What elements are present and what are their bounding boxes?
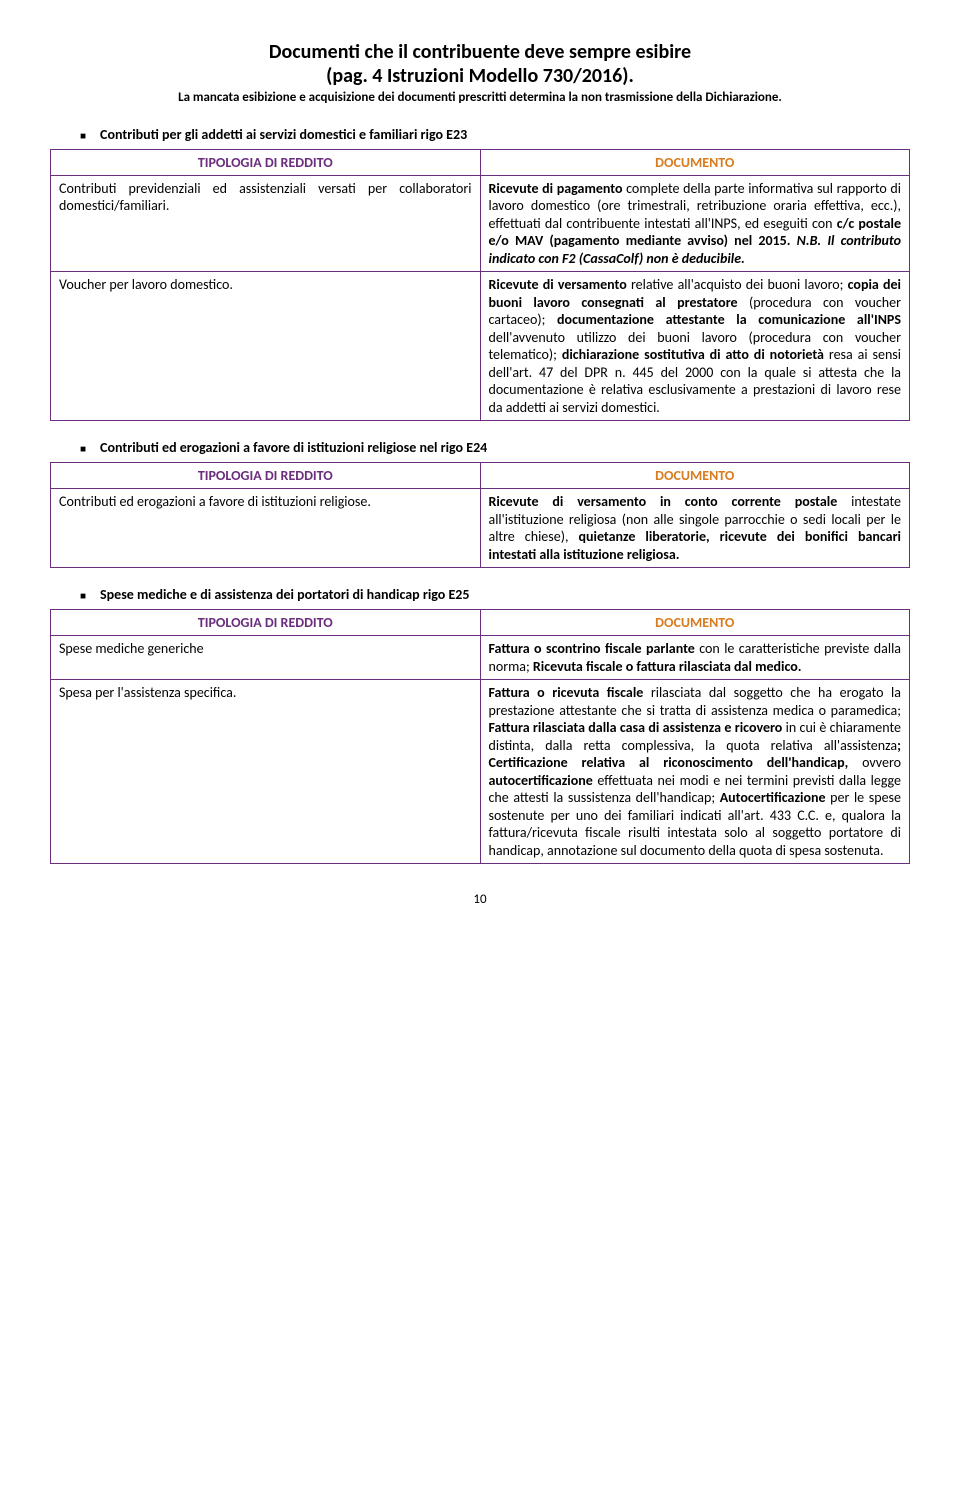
table-row: Spesa per l'assistenza specifica.Fattura… <box>51 680 910 864</box>
cell-documento: Fattura o scontrino fiscale parlante con… <box>480 636 910 680</box>
page-number: 10 <box>50 892 910 907</box>
cell-documento: Ricevute di versamento relative all'acqu… <box>480 272 910 421</box>
cell-tipologia: Spesa per l'assistenza specifica. <box>51 680 481 864</box>
table-row: Contributi ed erogazioni a favore di ist… <box>51 489 910 568</box>
bullet-icon: ■ <box>80 589 86 602</box>
cell-tipologia: Contributi ed erogazioni a favore di ist… <box>51 489 481 568</box>
section-heading: ■ Spese mediche e di assistenza dei porta… <box>80 586 910 603</box>
cell-documento: Fattura o ricevuta fiscale rilasciata da… <box>480 680 910 864</box>
section-title: Spese mediche e di assistenza dei portat… <box>100 586 469 603</box>
header-subtitle: (pag. 4 Istruzioni Modello 730/2016). <box>50 64 910 88</box>
header-note: La mancata esibizione e acquisizione dei… <box>50 90 910 106</box>
header-title: Documenti che il contribuente deve sempr… <box>50 40 910 64</box>
section-title: Contributi per gli addetti ai servizi do… <box>100 126 467 143</box>
table-row: Spese mediche genericheFattura o scontri… <box>51 636 910 680</box>
bullet-icon: ■ <box>80 129 86 142</box>
data-table: TIPOLOGIA DI REDDITODOCUMENTOSpese medic… <box>50 609 910 864</box>
section-title: Contributi ed erogazioni a favore di ist… <box>100 439 487 456</box>
table-header-left: TIPOLOGIA DI REDDITO <box>51 149 481 175</box>
cell-tipologia: Spese mediche generiche <box>51 636 481 680</box>
table-row: Contributi previdenziali ed assistenzial… <box>51 175 910 272</box>
document-header: Documenti che il contribuente deve sempr… <box>50 40 910 106</box>
table-header-right: DOCUMENTO <box>480 463 910 489</box>
cell-tipologia: Voucher per lavoro domestico. <box>51 272 481 421</box>
table-header-right: DOCUMENTO <box>480 610 910 636</box>
data-table: TIPOLOGIA DI REDDITODOCUMENTOContributi … <box>50 462 910 568</box>
table-header-right: DOCUMENTO <box>480 149 910 175</box>
section-heading: ■ Contributi per gli addetti ai servizi d… <box>80 126 910 143</box>
table-header-left: TIPOLOGIA DI REDDITO <box>51 463 481 489</box>
section-heading: ■ Contributi ed erogazioni a favore di is… <box>80 439 910 456</box>
cell-documento: Ricevute di pagamento complete della par… <box>480 175 910 272</box>
cell-tipologia: Contributi previdenziali ed assistenzial… <box>51 175 481 272</box>
table-header-left: TIPOLOGIA DI REDDITO <box>51 610 481 636</box>
table-row: Voucher per lavoro domestico.Ricevute di… <box>51 272 910 421</box>
cell-documento: Ricevute di versamento in conto corrente… <box>480 489 910 568</box>
data-table: TIPOLOGIA DI REDDITODOCUMENTOContributi … <box>50 149 910 422</box>
bullet-icon: ■ <box>80 442 86 455</box>
